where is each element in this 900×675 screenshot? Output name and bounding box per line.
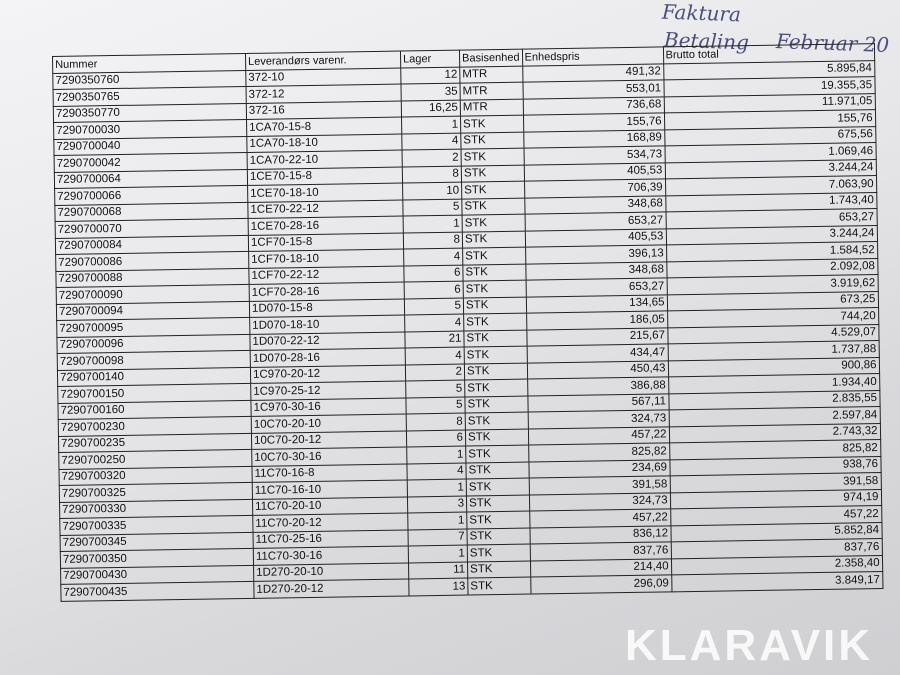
table-cell: STK [462, 214, 525, 232]
table-cell: STK [466, 511, 530, 529]
table-cell: STK [462, 230, 526, 249]
table-cell: 5 [405, 380, 465, 398]
watermark-logo: KLARAVIK [625, 621, 874, 670]
table-cell: STK [463, 313, 527, 331]
table-cell: 2 [405, 363, 465, 381]
table-cell: 1 [403, 215, 463, 233]
table-cell: STK [467, 560, 531, 579]
table-cell: 4 [405, 347, 465, 365]
table-cell: STK [464, 362, 528, 381]
table-cell: 8 [403, 231, 463, 250]
column-header: Lager [400, 50, 460, 68]
column-header: Basisenhed [459, 49, 523, 67]
table-cell: STK [465, 445, 529, 463]
table-cell: 1 [407, 512, 467, 530]
table-cell: STK [461, 197, 525, 216]
table-cell: 8 [406, 413, 466, 431]
table-cell: 4 [401, 132, 462, 151]
table-cell: STK [461, 148, 524, 166]
table-cell: 4 [404, 314, 464, 332]
handwritten-note: Faktura [661, 0, 742, 27]
table-cell: STK [466, 527, 530, 546]
table-cell: 5 [405, 396, 466, 414]
table-cell: 2 [402, 149, 462, 167]
table-cell: STK [464, 346, 527, 364]
table-cell: 16,25 [401, 99, 461, 118]
table-cell: 4 [403, 248, 463, 266]
table-cell: STK [463, 280, 526, 298]
table-cell: STK [463, 296, 527, 315]
table-cell: 5 [404, 297, 464, 315]
table-cell: STK [466, 478, 529, 496]
table-cell: STK [467, 544, 530, 562]
table-cell: STK [462, 247, 526, 265]
table-cell: STK [465, 412, 528, 430]
table-cell: 8 [402, 165, 462, 184]
table-cell: STK [465, 428, 529, 447]
table-cell: 11 [408, 561, 468, 579]
table-cell: 6 [403, 264, 464, 282]
table-cell: MTR [460, 98, 523, 117]
table-cell: STK [467, 577, 531, 595]
table-cell: 1D270-20-12 [253, 578, 410, 598]
table-cell: 21 [404, 330, 465, 348]
table-cell: STK [465, 461, 529, 480]
table-cell: STK [463, 329, 527, 348]
table-cell: 10 [402, 182, 462, 200]
table-cell: STK [460, 131, 524, 150]
invoice-table: Nummer Leverandørs varenr. Lager Basisen… [52, 43, 883, 601]
table-cell: 3 [407, 495, 467, 513]
table-cell: MTR [459, 82, 523, 100]
table-cell: 5 [402, 198, 463, 217]
table-cell: STK [464, 395, 528, 414]
table-cell: 1 [406, 446, 466, 464]
table-cell: STK [460, 115, 524, 133]
table-cell: 1 [408, 545, 468, 563]
table-cell: 12 [400, 66, 460, 85]
table-cell: 13 [408, 578, 469, 596]
table-cell: 296,09 [530, 574, 672, 594]
table-cell: 7290700435 [60, 581, 255, 601]
table-cell: 6 [406, 429, 466, 447]
table-cell: STK [461, 181, 525, 199]
table-cell: STK [461, 164, 525, 183]
table-cell: STK [464, 379, 528, 397]
table-cell: 35 [400, 83, 461, 101]
table-cell: STK [466, 494, 530, 513]
table-cell: MTR [459, 65, 523, 84]
table-cell: 7 [407, 528, 468, 546]
table-cell: STK [462, 263, 526, 282]
table-cell: 3.849,17 [671, 571, 883, 592]
table-cell: 1 [407, 479, 467, 497]
table-cell: 4 [406, 462, 467, 480]
table-cell: 6 [404, 281, 464, 299]
table-cell: 1 [401, 116, 461, 134]
